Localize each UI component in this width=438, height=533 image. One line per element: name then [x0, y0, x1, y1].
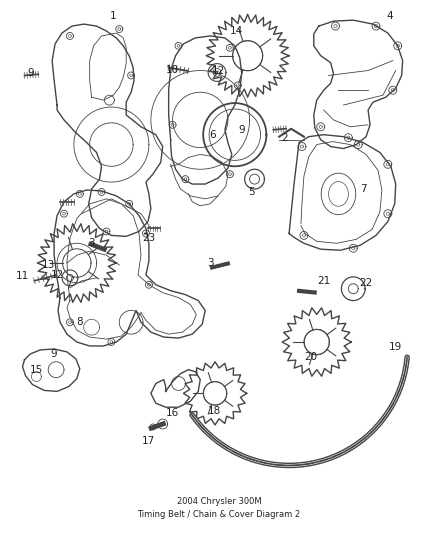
- Text: 14: 14: [230, 26, 244, 36]
- Text: 7: 7: [360, 184, 367, 194]
- Text: 22: 22: [360, 278, 373, 288]
- Text: 23: 23: [142, 233, 155, 244]
- Text: 13: 13: [42, 260, 55, 270]
- Text: 10: 10: [166, 64, 179, 75]
- Text: 4: 4: [386, 11, 393, 21]
- Text: 12: 12: [50, 270, 64, 280]
- Text: 8: 8: [77, 317, 83, 327]
- Text: 18: 18: [208, 406, 221, 416]
- Text: 16: 16: [166, 408, 179, 418]
- Text: 11: 11: [16, 271, 29, 281]
- Text: 9: 9: [51, 349, 57, 359]
- Text: 2: 2: [281, 133, 287, 143]
- Text: 3: 3: [88, 238, 95, 248]
- Text: 5: 5: [248, 187, 255, 197]
- Text: 12: 12: [212, 66, 225, 76]
- Text: 17: 17: [142, 436, 155, 446]
- Text: 15: 15: [30, 365, 43, 375]
- Text: 20: 20: [304, 352, 318, 362]
- Text: 3: 3: [207, 258, 213, 268]
- Text: 9: 9: [27, 68, 34, 78]
- Text: 6: 6: [209, 130, 215, 140]
- Text: Timing Belt / Chain & Cover Diagram 2: Timing Belt / Chain & Cover Diagram 2: [138, 510, 300, 519]
- Text: 9: 9: [238, 125, 245, 135]
- Text: 2004 Chrysler 300M: 2004 Chrysler 300M: [177, 497, 261, 506]
- Text: 21: 21: [317, 276, 330, 286]
- Text: 1: 1: [110, 11, 117, 21]
- Text: 19: 19: [389, 342, 403, 352]
